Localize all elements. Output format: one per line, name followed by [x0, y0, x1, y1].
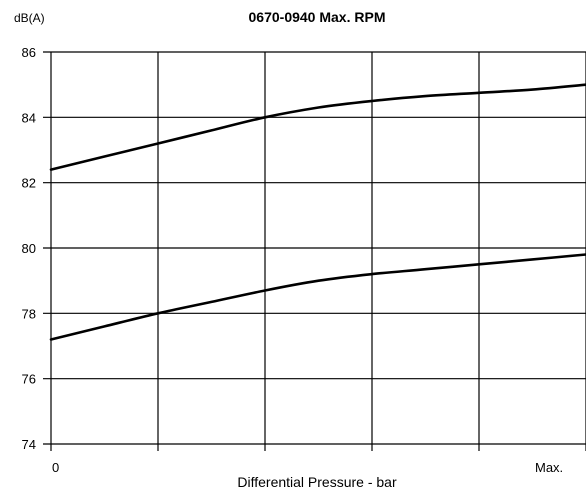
y-tick-labels: 74 76 78 80 82 84 86 [22, 45, 36, 452]
x-axis-title: Differential Pressure - bar [237, 474, 397, 490]
series-layer [49, 83, 586, 341]
y-axis-unit: dB(A) [14, 11, 45, 25]
x-tick-labels: 0 Max. [52, 460, 563, 475]
y-tick-label: 76 [22, 372, 36, 387]
series-line-1 [49, 83, 586, 171]
y-tick-label: 82 [22, 176, 36, 191]
series-line-2 [49, 253, 586, 341]
y-tick-label: 74 [22, 437, 36, 452]
y-tick-label: 84 [22, 110, 36, 125]
y-tick-label: 86 [22, 45, 36, 60]
y-tick-label: 78 [22, 306, 36, 321]
x-tick-label-end: Max. [535, 460, 563, 475]
x-tick-label-start: 0 [52, 460, 59, 475]
grid [43, 51, 586, 451]
chart-title: 0670-0940 Max. RPM [249, 9, 386, 25]
y-tick-label: 80 [22, 241, 36, 256]
